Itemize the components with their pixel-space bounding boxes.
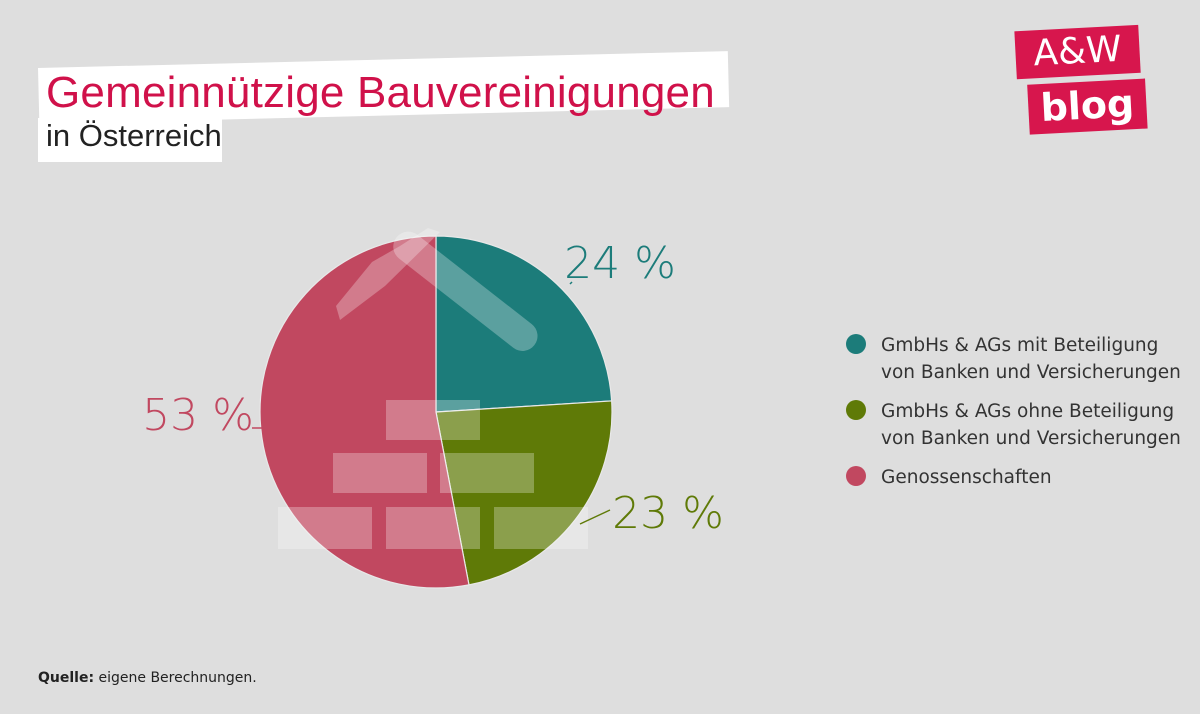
source-note: Quelle: eigene Berechnungen.: [38, 670, 257, 686]
slice-value-label: 53 %: [142, 390, 254, 441]
bricks-icon: [278, 400, 588, 549]
legend-swatch: [846, 466, 866, 486]
legend-item: GmbHs & AGs ohne Beteiligung von Banken …: [846, 398, 1186, 452]
construction-illustration: [278, 228, 588, 549]
source-label: Quelle:: [38, 670, 95, 686]
legend-item: Genossenschaften: [846, 464, 1186, 491]
hammer-icon: [336, 228, 538, 351]
slice-value-label: 23 %: [612, 488, 724, 539]
legend-item: GmbHs & AGs mit Beteiligung von Banken u…: [846, 332, 1186, 386]
legend-label: GmbHs & AGs mit Beteiligung von Banken u…: [881, 335, 1181, 383]
pie-slices: [259, 235, 613, 589]
slice-labels: 24 % 23 % 53 %: [142, 238, 724, 539]
pie-slice: [435, 235, 613, 413]
chart-subtitle: in Österreich: [46, 118, 222, 153]
slice-leader-line: [569, 281, 573, 285]
legend-label: Genossenschaften: [881, 467, 1052, 488]
slice-value-label: 24 %: [564, 238, 676, 289]
legend-label: GmbHs & AGs ohne Beteiligung von Banken …: [881, 401, 1181, 449]
legend-swatch: [846, 334, 866, 354]
subtitle-background: [38, 118, 222, 162]
legend-swatch: [846, 400, 866, 420]
legend: GmbHs & AGs mit Beteiligung von Banken u…: [846, 332, 1186, 503]
pie-slice: [435, 400, 613, 586]
source-text: eigene Berechnungen.: [94, 670, 257, 686]
slice-leader-line: [579, 509, 611, 525]
chart-title: Gemeinnützige Bauvereinigungen: [46, 68, 715, 117]
